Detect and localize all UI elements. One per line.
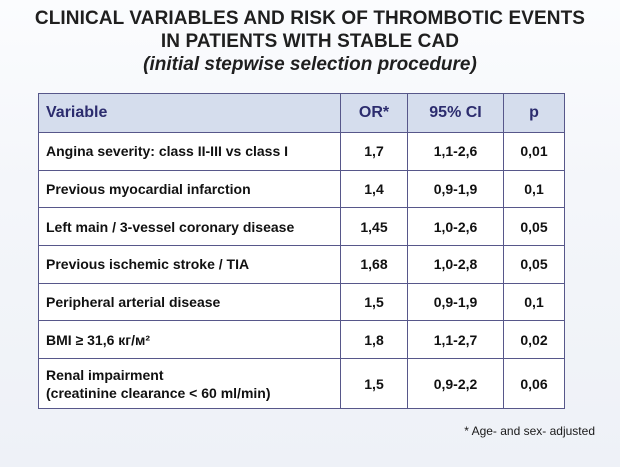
- cell-odds-ratio: 1,4: [340, 169, 408, 209]
- cell-odds-ratio: 1,68: [340, 245, 408, 284]
- cell-variable: Angina severity: class II-III vs class I: [38, 132, 341, 171]
- cell-variable: Left main / 3-vessel coronary disease: [38, 207, 341, 247]
- footnote: * Age- and sex- adjusted: [464, 424, 595, 438]
- table-row: BMI ≥ 31,6 кг/м² 1,8 1,1-2,7 0,02: [38, 320, 565, 360]
- cell-p-value: 0,1: [503, 282, 565, 322]
- cell-p-value: 0,02: [503, 320, 565, 360]
- cell-odds-ratio: 1,5: [340, 282, 408, 322]
- cell-odds-ratio: 1,7: [340, 132, 408, 171]
- cell-variable: Previous ischemic stroke / TIA: [38, 245, 341, 284]
- table-row: Left main / 3-vessel coronary disease 1,…: [38, 207, 565, 247]
- table-row: Previous ischemic stroke / TIA 1,68 1,0-…: [38, 245, 565, 284]
- cell-p-value: 0,05: [503, 245, 565, 284]
- cell-confidence-interval: 1,1-2,6: [407, 132, 504, 171]
- table-row: Angina severity: class II-III vs class I…: [38, 132, 565, 171]
- cell-odds-ratio: 1,8: [340, 320, 408, 360]
- cell-p-value: 0,1: [503, 169, 565, 209]
- cell-confidence-interval: 0,9-1,9: [407, 169, 504, 209]
- cell-p-value: 0,05: [503, 207, 565, 247]
- cell-p-value: 0,06: [503, 358, 565, 410]
- cell-odds-ratio: 1,45: [340, 207, 408, 247]
- results-table: Variable OR* 95% CI p Angina severity: c…: [38, 93, 565, 410]
- cell-confidence-interval: 1,1-2,7: [407, 320, 504, 360]
- cell-p-value: 0,01: [503, 132, 565, 171]
- cell-variable-line-1: Renal impairment: [46, 366, 164, 383]
- slide-title-line-1: CLINICAL VARIABLES AND RISK OF THROMBOTI…: [34, 8, 586, 29]
- cell-variable-line-2: (creatinine clearance < 60 ml/min): [46, 384, 271, 401]
- cell-variable: BMI ≥ 31,6 кг/м²: [38, 320, 341, 360]
- header-variable: Variable: [38, 93, 341, 133]
- cell-confidence-interval: 1,0-2,6: [407, 207, 504, 247]
- table-row: Previous myocardial infarction 1,4 0,9-1…: [38, 169, 565, 209]
- table-header-row: Variable OR* 95% CI p: [38, 93, 565, 133]
- cell-confidence-interval: 1,0-2,8: [407, 245, 504, 284]
- cell-variable: Renal impairment (creatinine clearance <…: [38, 358, 341, 410]
- header-confidence-interval: 95% CI: [407, 93, 504, 133]
- header-p-value: p: [503, 93, 565, 133]
- slide-title-line-2: IN PATIENTS WITH STABLE CAD: [160, 31, 460, 52]
- table-row: Renal impairment (creatinine clearance <…: [38, 358, 565, 410]
- table-row: Peripheral arterial disease 1,5 0,9-1,9 …: [38, 282, 565, 322]
- cell-odds-ratio: 1,5: [340, 358, 408, 410]
- slide-subtitle: (initial stepwise selection procedure): [143, 54, 477, 75]
- cell-confidence-interval: 0,9-1,9: [407, 282, 504, 322]
- cell-confidence-interval: 0,9-2,2: [407, 358, 504, 410]
- cell-variable: Previous myocardial infarction: [38, 169, 341, 209]
- cell-variable: Peripheral arterial disease: [38, 282, 341, 322]
- header-odds-ratio: OR*: [340, 93, 408, 133]
